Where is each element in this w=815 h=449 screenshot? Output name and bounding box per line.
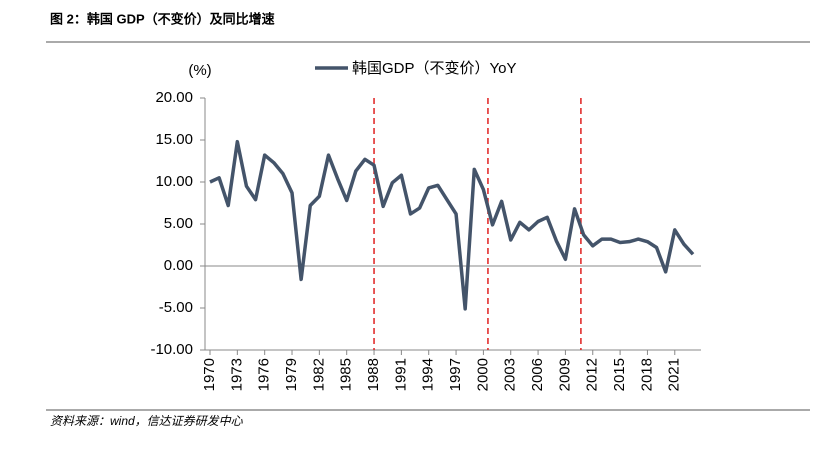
y-tick-label: 10.00 xyxy=(155,173,193,190)
x-tick-label: 2012 xyxy=(584,358,601,391)
legend-label: 韩国GDP（不变价）YoY xyxy=(352,60,516,77)
x-tick-label: 2021 xyxy=(666,358,683,391)
x-tick-label: 1973 xyxy=(228,358,245,391)
x-tick-label: 1970 xyxy=(201,358,218,391)
x-tick-label: 1979 xyxy=(283,358,300,391)
source-note: 资料来源：wind，信达证券研发中心 xyxy=(50,414,244,428)
y-tick-label: -5.00 xyxy=(159,299,193,316)
y-tick-label: 20.00 xyxy=(155,89,193,106)
data-line xyxy=(209,139,695,311)
x-tick-label: 1994 xyxy=(420,358,437,391)
x-tick-label: 2000 xyxy=(474,358,491,391)
x-tick-label: 2003 xyxy=(502,358,519,391)
figure-title: 图 2：韩国 GDP（不变价）及同比增速 xyxy=(50,11,275,26)
y-axis-unit: (%) xyxy=(188,62,211,79)
x-tick-label: 2009 xyxy=(556,358,573,391)
y-tick-label: -10.00 xyxy=(150,341,193,358)
y-tick-label: 0.00 xyxy=(164,257,193,274)
x-tick-label: 1991 xyxy=(392,358,409,391)
x-tick-label: 2015 xyxy=(611,358,628,391)
y-tick-label: 5.00 xyxy=(164,215,193,232)
x-tick-label: 1985 xyxy=(338,358,355,391)
x-tick-label: 2018 xyxy=(638,358,655,391)
x-tick-label: 1988 xyxy=(365,358,382,391)
y-tick-label: 15.00 xyxy=(155,131,193,148)
x-tick-label: 1997 xyxy=(447,358,464,391)
x-tick-label: 1976 xyxy=(256,358,273,391)
x-tick-label: 2006 xyxy=(529,358,546,391)
x-tick-label: 1982 xyxy=(310,358,327,391)
